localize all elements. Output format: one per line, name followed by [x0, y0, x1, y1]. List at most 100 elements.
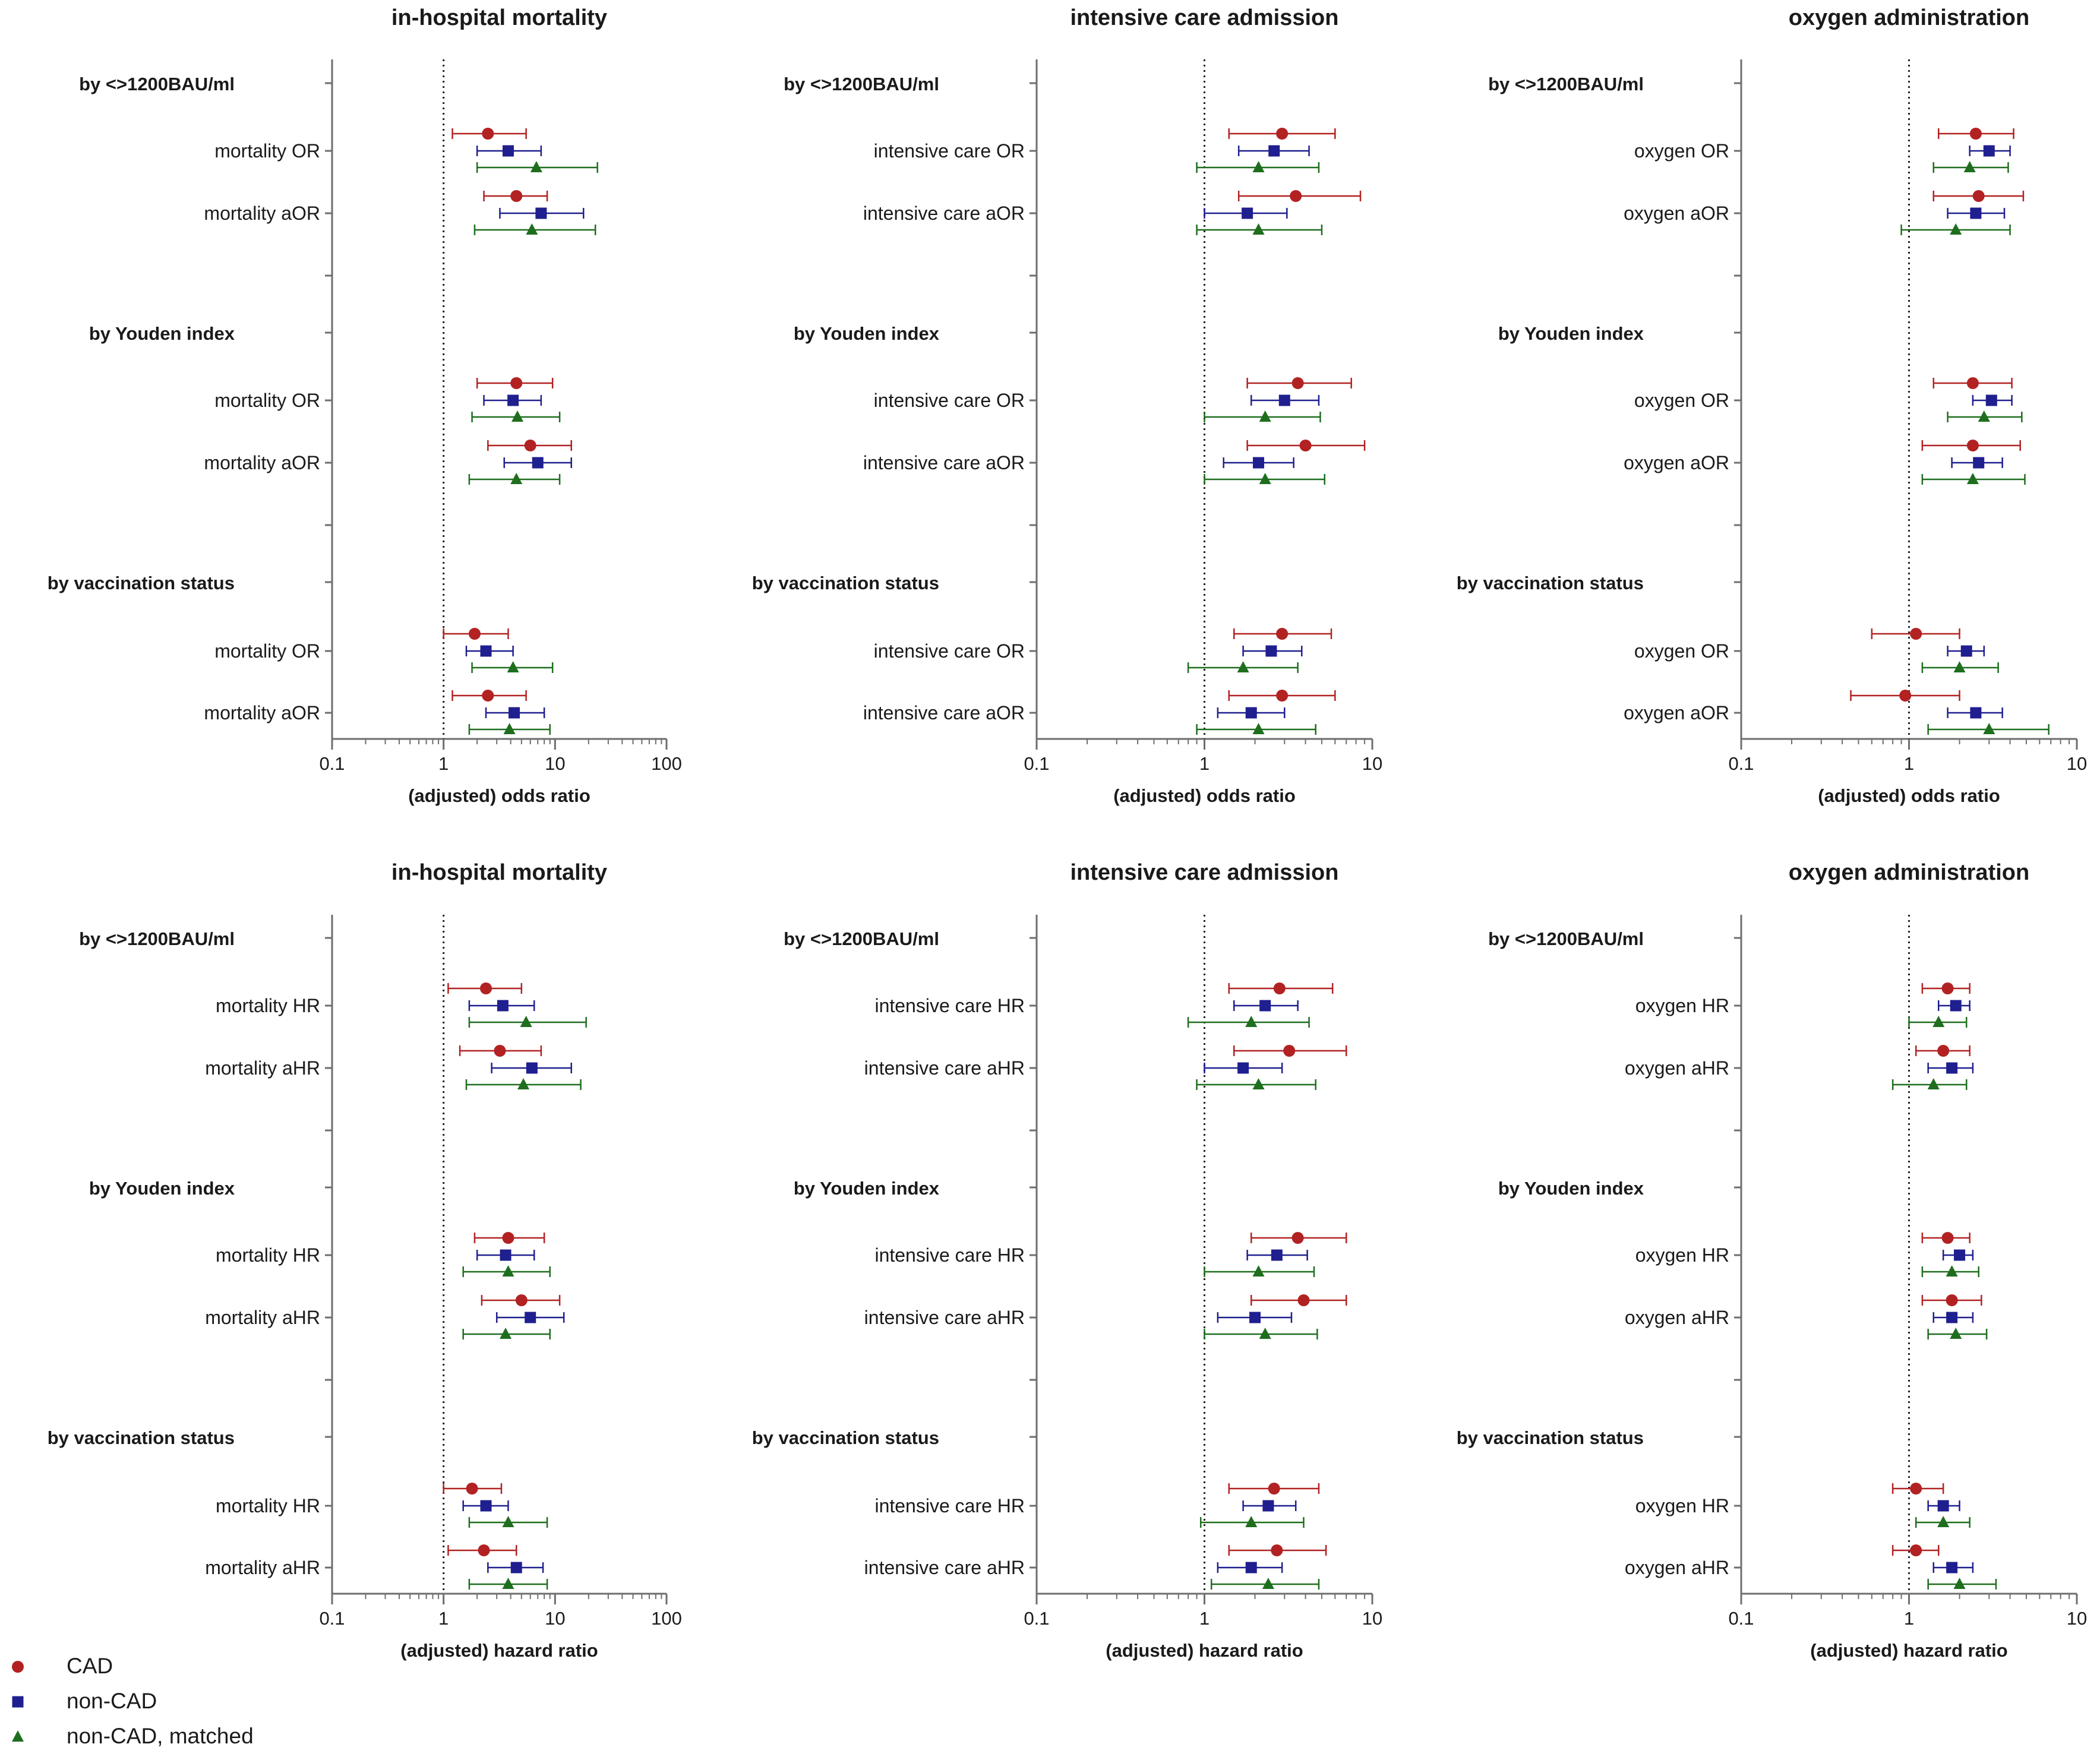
- panel-2-x-axis-label: (adjusted) odds ratio: [1113, 785, 1296, 806]
- panel-3-x-tick-label: 10: [2067, 753, 2087, 774]
- panel-1-row-label: mortality OR: [214, 640, 320, 662]
- panel-1-row-label: mortality aOR: [204, 452, 320, 473]
- panel-2-point-estimate: [1237, 661, 1249, 672]
- panel-6-point-estimate: [1910, 1483, 1922, 1495]
- panel-5-point-estimate: [1259, 1328, 1271, 1339]
- panel-2-row-label: intensive care aOR: [863, 452, 1025, 473]
- panel-2-group-label: by <>1200BAU/ml: [784, 74, 939, 94]
- panel-5-row-label: intensive care aHR: [864, 1307, 1025, 1328]
- panel-3-point-estimate: [1899, 690, 1912, 702]
- panel-1-point-estimate: [510, 377, 523, 389]
- panel-3-row-label: oxygen OR: [1634, 390, 1729, 411]
- panel-5-point-estimate: [1297, 1294, 1310, 1306]
- panel-1-point-estimate: [482, 128, 494, 140]
- panel-4-row-label: mortality aHR: [205, 1307, 320, 1328]
- panel-4-point-estimate: [500, 1249, 511, 1261]
- panel-5-point-estimate: [1245, 1516, 1258, 1527]
- panel-1-point-estimate: [482, 690, 494, 702]
- panel-3-point-estimate: [1910, 628, 1922, 640]
- panel-4-point-estimate: [480, 982, 492, 994]
- panel-2-point-estimate: [1259, 473, 1271, 484]
- panel-3-row-label: oxygen aOR: [1624, 452, 1729, 473]
- panel-5-point-estimate: [1291, 1232, 1304, 1244]
- panel-4-point-estimate: [526, 1062, 538, 1074]
- legend-label-3: non-CAD, matched: [67, 1724, 254, 1748]
- panel-2-row-label: intensive care aOR: [863, 702, 1025, 723]
- panel-6-row-label: oxygen HR: [1635, 1244, 1729, 1266]
- panel-6-x-tick-label: 0.1: [1728, 1608, 1754, 1629]
- panel-4-point-estimate: [478, 1544, 490, 1556]
- panel-4-point-estimate: [480, 1500, 492, 1512]
- panel-3-point-estimate: [1972, 190, 1985, 202]
- panel-6-point-estimate: [1950, 1328, 1962, 1339]
- panel-1-row-label: mortality OR: [214, 140, 320, 162]
- panel-5-point-estimate: [1252, 1265, 1265, 1277]
- panel-1-point-estimate: [509, 707, 520, 719]
- panel-3-point-estimate: [1985, 394, 1997, 406]
- panel-6-point-estimate: [1937, 1500, 1949, 1512]
- panel-5-point-estimate: [1262, 1500, 1274, 1512]
- panel-2-row-label: intensive care aOR: [863, 203, 1025, 224]
- panel-3-row-label: oxygen OR: [1634, 640, 1729, 662]
- panel-1-point-estimate: [532, 457, 544, 469]
- panel-3-group-label: by Youden index: [1498, 323, 1644, 344]
- panel-5-group-label: by Youden index: [794, 1178, 940, 1199]
- panel-2-point-estimate: [1276, 628, 1289, 640]
- panel-3-group-label: by <>1200BAU/ml: [1488, 74, 1644, 94]
- panel-6-point-estimate: [1946, 1265, 1958, 1277]
- panel-1-row-label: mortality aOR: [204, 203, 320, 224]
- panel-4-point-estimate: [466, 1483, 478, 1495]
- panel-5-row-label: intensive care aHR: [864, 1057, 1025, 1079]
- panel-2-row-label: intensive care OR: [874, 140, 1025, 162]
- panel-6-point-estimate: [1910, 1544, 1922, 1556]
- panel-5-row-label: intensive care HR: [874, 1244, 1025, 1266]
- panel-4-group-label: by Youden index: [89, 1178, 235, 1199]
- panel-6-x-axis-label: (adjusted) hazard ratio: [1810, 1640, 2007, 1661]
- panel-3-x-tick-label: 0.1: [1728, 753, 1754, 774]
- panel-6-row-label: oxygen HR: [1635, 1495, 1729, 1516]
- panel-3-point-estimate: [1963, 161, 1976, 172]
- panel-2-row-label: intensive care OR: [874, 390, 1025, 411]
- panel-6-point-estimate: [1937, 1045, 1950, 1057]
- panel-5-point-estimate: [1237, 1062, 1249, 1074]
- panel-4-row-label: mortality HR: [216, 1495, 320, 1516]
- panel-2-point-estimate: [1252, 161, 1265, 172]
- panel-5-point-estimate: [1268, 1483, 1280, 1495]
- panel-6-point-estimate: [1941, 1232, 1954, 1244]
- panel-6-x-tick-label: 10: [2067, 1608, 2087, 1629]
- panel-1-row-label: mortality OR: [214, 390, 320, 411]
- panel-3-point-estimate: [1960, 645, 1972, 657]
- panel-3-group-label: by vaccination status: [1457, 573, 1644, 593]
- panel-1-point-estimate: [480, 645, 492, 657]
- panel-2-point-estimate: [1245, 707, 1257, 719]
- panel-2-x-tick-label: 0.1: [1024, 753, 1049, 774]
- panel-5-group-label: by vaccination status: [752, 1427, 939, 1448]
- panel-2-point-estimate: [1242, 207, 1253, 219]
- panel-2-point-estimate: [1252, 723, 1265, 734]
- panel-1-group-label: by Youden index: [89, 323, 235, 344]
- legend-marker-2: [12, 1696, 24, 1708]
- panel-4-row-label: mortality aHR: [205, 1557, 320, 1578]
- panel-4-title: in-hospital mortality: [391, 860, 607, 885]
- panel-1-point-estimate: [511, 410, 524, 422]
- panel-1-group-label: by <>1200BAU/ml: [79, 74, 235, 94]
- panel-4-point-estimate: [497, 1000, 509, 1012]
- panel-3-row-label: oxygen aOR: [1624, 702, 1729, 723]
- panel-3-point-estimate: [1983, 723, 1995, 734]
- panel-2-point-estimate: [1291, 377, 1304, 389]
- panel-1-point-estimate: [530, 161, 542, 172]
- panel-3-x-axis-label: (adjusted) odds ratio: [1818, 785, 2000, 806]
- panel-4-x-tick-label: 1: [438, 1608, 449, 1629]
- panel-2-x-tick-label: 10: [1362, 753, 1382, 774]
- panel-4-x-axis-label: (adjusted) hazard ratio: [400, 1640, 598, 1661]
- panel-3-row-label: oxygen OR: [1634, 140, 1729, 162]
- panel-6-point-estimate: [1927, 1078, 1940, 1089]
- panel-3-point-estimate: [1953, 661, 1966, 672]
- panel-2-group-label: by vaccination status: [752, 573, 939, 593]
- panel-5-row-label: intensive care HR: [874, 995, 1025, 1016]
- panel-1-point-estimate: [507, 661, 519, 672]
- panel-5-title: intensive care admission: [1070, 860, 1339, 885]
- panel-4-point-estimate: [510, 1562, 522, 1574]
- panel-6-row-label: oxygen aHR: [1625, 1307, 1729, 1328]
